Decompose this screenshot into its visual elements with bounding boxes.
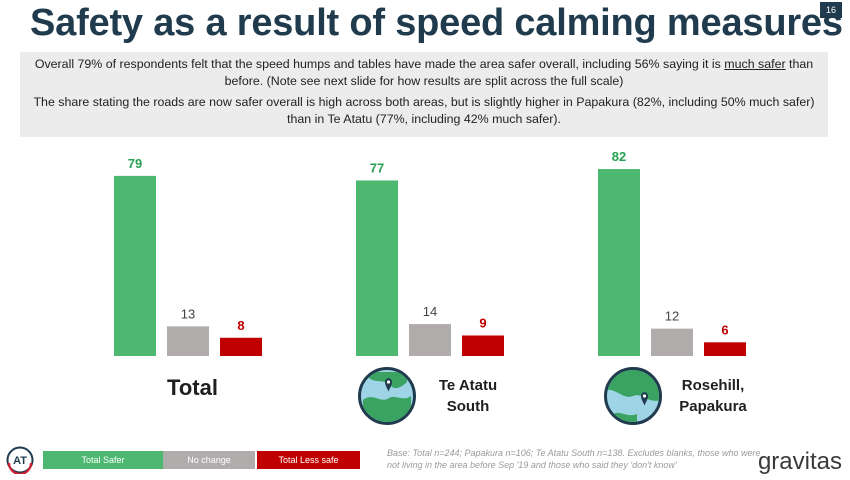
summary-paragraph-1: Overall 79% of respondents felt that the… (26, 56, 822, 90)
rosehill-map-icon (604, 367, 662, 425)
page-title: Safety as a result of speed calming meas… (30, 2, 843, 44)
bar-total-less-safe-1 (462, 335, 504, 356)
summary-paragraph-2: The share stating the roads are now safe… (33, 95, 815, 126)
bar-no-change-0 (167, 326, 209, 356)
bar-total-less-safe-0 (220, 337, 262, 356)
slide-number: 16 (820, 2, 842, 18)
summary-box: Overall 79% of respondents felt that the… (20, 52, 828, 137)
data-label-total-less-safe-2: 6 (721, 322, 728, 337)
at-logo-icon: AT (6, 446, 34, 474)
bar-no-change-2 (651, 328, 693, 356)
legend-total-less-safe: Total Less safe (257, 451, 360, 469)
data-label-total-less-safe-1: 9 (479, 315, 486, 330)
footnote: Base: Total n=244; Papakura n=106; Te At… (387, 448, 761, 470)
group-label-te-atatu-1: Te Atatu (438, 377, 498, 394)
data-label-no-change-1: 14 (423, 304, 437, 319)
summary-text-1b: than before. (Note see next slide for ho… (224, 57, 814, 88)
group-label-total: Total (167, 375, 218, 400)
bar-chart: 79 13 8 77 14 9 82 12 6 (114, 149, 746, 356)
data-label-no-change-2: 12 (665, 309, 679, 324)
group-label-te-atatu-2: South (446, 398, 490, 415)
bar-total-safer-1 (356, 180, 398, 356)
data-label-total-safer-0: 79 (128, 156, 142, 171)
legend-no-change: No change (163, 451, 255, 469)
gravitas-logo: gravitas (757, 448, 842, 475)
group-label-rosehill-1: Rosehill, (681, 377, 745, 394)
bar-total-safer-0 (114, 175, 156, 356)
legend-total-safer: Total Safer (43, 451, 163, 469)
data-label-total-less-safe-0: 8 (237, 318, 244, 333)
data-label-total-safer-1: 77 (370, 160, 384, 175)
bar-total-safer-2 (598, 169, 640, 356)
group-label-rosehill-2: Papakura (679, 398, 747, 415)
data-label-no-change-0: 13 (181, 306, 195, 321)
summary-emphasis: much safer (724, 57, 786, 71)
bar-no-change-1 (409, 324, 451, 356)
at-logo-text: AT (13, 455, 27, 467)
bar-total-less-safe-2 (704, 342, 746, 356)
te-atatu-map-icon (358, 367, 416, 425)
summary-text-1a: Overall 79% of respondents felt that the… (34, 57, 725, 71)
data-label-total-safer-2: 82 (612, 149, 626, 164)
